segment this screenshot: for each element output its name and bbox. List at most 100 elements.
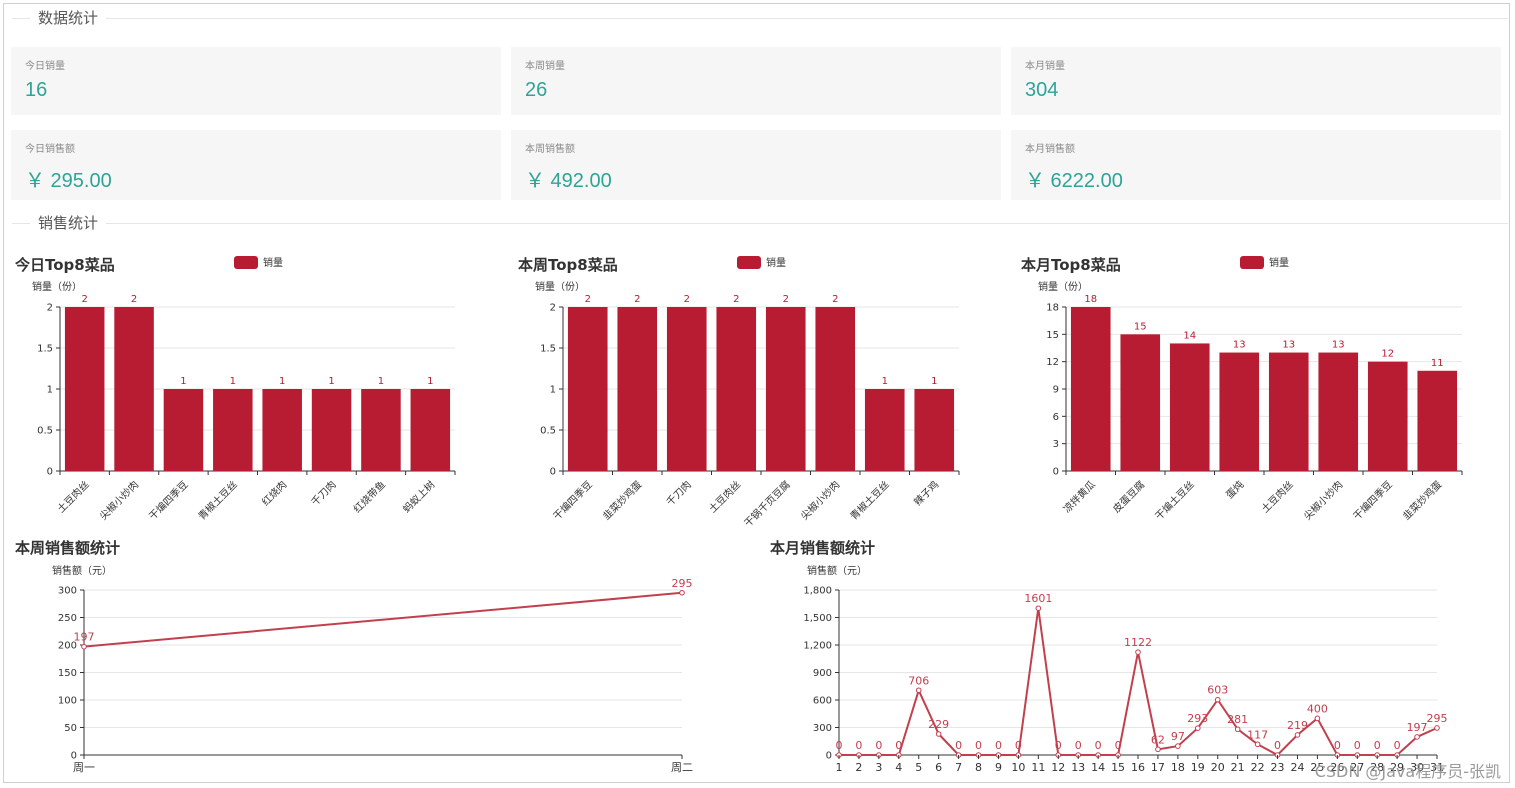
y-tick-label: 1 [47,385,53,396]
data-label: 0 [855,739,862,752]
x-tick-label: 尖椒小炒肉 [798,478,843,523]
x-tick-label: 16 [1131,761,1145,774]
x-tick-label: 3 [875,761,882,774]
y-tick-label: 3 [1053,439,1059,450]
x-tick-label: 25 [1310,761,1324,774]
data-label: 0 [1374,739,1381,752]
bar [1318,352,1359,471]
section-divider [12,18,1508,19]
y-tick-label: 300 [813,723,832,734]
y-tick-label: 0 [826,751,832,762]
x-tick-label: 青椒土豆丝 [847,478,892,523]
y-tick-label: 18 [1046,303,1059,314]
x-tick-label: 8 [975,761,982,774]
data-label: 0 [1394,739,1401,752]
x-tick-label: 14 [1091,761,1105,774]
legend-label: 销量 [263,256,283,269]
section-divider [12,223,1508,224]
bar [262,389,302,471]
bar [311,389,352,471]
x-tick-label: 干煸四季豆 [550,478,595,523]
x-tick-label: 干煸四季豆 [1350,478,1395,523]
x-tick-label: 千刀肉 [308,478,338,508]
y-axis-label: 销量（份） [32,280,82,293]
stat-value: ￥ 492.00 [525,170,612,192]
stat-value: 304 [1025,79,1059,101]
bar [567,307,608,471]
x-tick-label: 土豆肉丝 [1258,478,1295,515]
data-label: 219 [1287,719,1308,732]
data-label: 14 [1183,330,1196,341]
y-tick-label: 15 [1046,330,1059,341]
stat-label: 本月销量 [1025,61,1065,72]
data-label: 18 [1084,294,1097,305]
y-tick-label: 6 [1053,412,1059,423]
x-tick-label: 尖椒小炒肉 [97,478,142,523]
data-label: 117 [1247,728,1268,741]
chart-title: 本月Top8菜品 [1021,256,1121,274]
data-label: 0 [1075,739,1082,752]
data-label: 62 [1151,733,1165,746]
data-label: 0 [1015,739,1022,752]
y-tick-label: 9 [1053,385,1059,396]
x-tick-label: 17 [1151,761,1165,774]
bar [815,307,856,471]
section-title-sales-stats: 销售统计 [30,213,107,233]
legend-label: 销量 [766,256,786,269]
data-label: 1 [180,376,186,387]
y-tick-label: 0 [47,467,53,478]
data-label: 2 [733,294,739,305]
bar [617,307,658,471]
data-label: 0 [975,739,982,752]
data-label: 15 [1134,321,1147,332]
data-point [81,643,87,650]
data-point [1414,734,1420,740]
data-point [935,731,942,737]
y-tick-label: 600 [813,696,832,707]
x-tick-label: 9 [995,761,1002,774]
x-tick-label: 30 [1410,761,1424,774]
x-tick-label: 蚂蚁上树 [400,478,437,515]
x-tick-label: 15 [1111,761,1125,774]
data-label: 13 [1233,340,1246,351]
data-label: 12 [1381,349,1394,360]
data-label: 0 [995,739,1002,752]
data-label: 197 [74,631,95,644]
data-label: 229 [928,718,949,731]
data-label: 1 [931,376,937,387]
stat-value: 16 [25,79,48,101]
y-tick-label: 300 [58,586,77,597]
y-tick-label: 150 [58,668,77,679]
x-tick-label: 20 [1211,761,1225,774]
data-label: 1601 [1024,592,1052,605]
x-tick-label: 周二 [671,761,693,774]
y-axis-label: 销售额（元） [52,564,112,577]
data-label: 0 [1354,739,1361,752]
data-label: 2 [585,294,591,305]
data-label: 1 [378,376,384,387]
data-label: 97 [1171,730,1185,743]
y-tick-label: 1 [550,385,556,396]
y-axis-label: 销量（份） [535,280,585,293]
y-tick-label: 100 [58,696,77,707]
legend-swatch [737,256,761,269]
x-tick-label: 凉拌黄瓜 [1060,478,1097,515]
data-label: 1 [279,376,285,387]
data-label: 706 [908,674,929,687]
y-axis-label: 销售额（元） [807,564,867,577]
bar [114,307,154,471]
bar [1268,352,1309,471]
data-point [679,589,685,596]
x-tick-label: 13 [1071,761,1085,774]
stat-value: ￥ 295.00 [25,170,112,192]
series-line [83,591,683,648]
bar [213,389,253,471]
y-tick-label: 1.5 [37,344,53,355]
x-tick-label: 1 [836,761,843,774]
data-label: 13 [1332,340,1345,351]
data-label: 1 [328,376,334,387]
chart-title: 今日Top8菜品 [14,256,115,274]
x-tick-label: 19 [1191,761,1205,774]
data-label: 1 [230,376,236,387]
data-label: 1 [427,376,433,387]
